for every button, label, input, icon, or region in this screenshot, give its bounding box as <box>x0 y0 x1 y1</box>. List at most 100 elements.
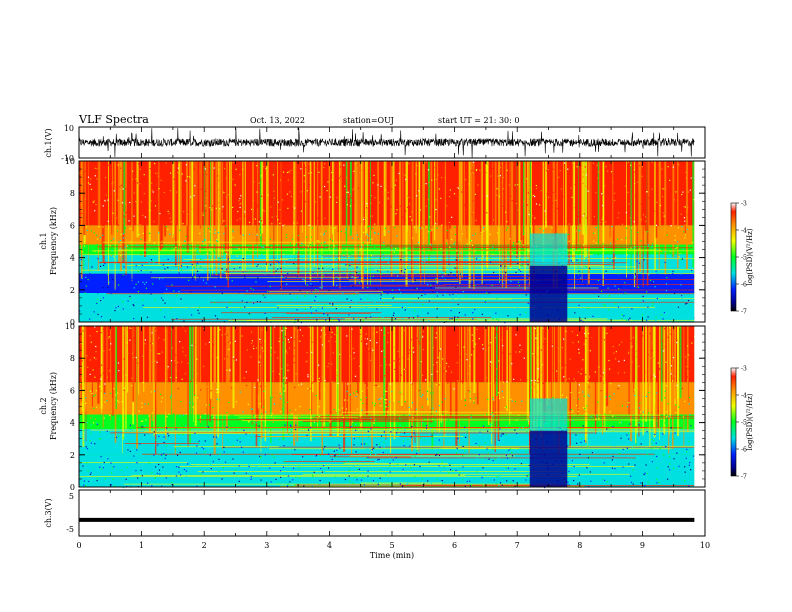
spectrogram-burst <box>564 326 567 424</box>
spectrogram-speckle <box>295 243 298 245</box>
spectrogram-speckle <box>369 454 372 456</box>
spectrogram-speckle <box>675 404 677 406</box>
spectrogram-burst <box>175 161 177 267</box>
spectrogram-speckle <box>646 453 648 455</box>
spectrogram-speckle <box>518 472 520 474</box>
spectrogram-speckle <box>92 369 94 371</box>
spectrogram-speckle <box>180 478 182 480</box>
spectrogram-speckle <box>259 364 261 367</box>
spectrogram-speckle <box>432 417 434 420</box>
spectrogram-speckle <box>408 406 410 409</box>
spectrogram-speckle <box>86 355 88 357</box>
spectrogram-speckle <box>360 399 362 401</box>
spectrogram-speckle <box>419 343 421 345</box>
spectrogram-line <box>193 266 636 268</box>
spectrogram-burst <box>679 326 682 399</box>
spectrogram-speckle <box>211 205 214 207</box>
spectrogram-speckle <box>235 401 237 403</box>
spectrogram-speckle <box>88 284 91 286</box>
spectrogram-speckle <box>205 205 207 207</box>
spectrogram-speckle <box>401 357 403 359</box>
spectrogram-speckle <box>310 306 312 308</box>
spectrogram-speckle <box>371 452 373 454</box>
spectrogram-speckle <box>669 250 672 252</box>
spectrogram-burst <box>294 161 297 227</box>
spectrogram-speckle <box>432 407 434 409</box>
spectrogram-burst <box>256 326 259 421</box>
spectrogram-burst <box>266 161 268 273</box>
spectrogram-speckle <box>502 345 504 347</box>
spectrogram-speckle <box>621 341 623 343</box>
spectrogram-speckle <box>361 390 363 392</box>
spectrogram-speckle <box>287 272 289 275</box>
spectrogram-speckle <box>558 347 560 350</box>
spectrogram-speckle <box>268 473 270 475</box>
spectrogram-speckle <box>299 477 301 479</box>
spectrogram-speckle <box>348 470 351 472</box>
spectrogram-speckle <box>389 471 391 473</box>
spectrogram-speckle <box>686 448 688 451</box>
spectrogram-speckle <box>280 368 283 370</box>
spectrogram-speckle <box>82 264 84 266</box>
spectrogram-speckle <box>161 351 163 353</box>
spectrogram-speckle <box>470 414 472 416</box>
spectrogram-speckle <box>654 313 656 315</box>
spectrogram-speckle <box>225 196 227 199</box>
spectrogram-speckle <box>579 230 581 232</box>
ch2-colorbar-rect <box>730 367 737 477</box>
spectrogram-speckle <box>276 260 278 262</box>
spectrogram-speckle <box>642 335 644 337</box>
spectrogram-burst <box>309 161 312 281</box>
spectrogram-burst <box>251 326 253 425</box>
spectrogram-speckle <box>141 264 143 266</box>
spectrogram-burst <box>301 161 303 233</box>
spectrogram-speckle <box>482 467 484 469</box>
spectrogram-line <box>312 417 695 419</box>
spectrogram-line <box>284 279 695 280</box>
spectrogram-speckle <box>159 473 161 475</box>
spectrogram-speckle <box>294 428 297 431</box>
spectrogram-speckle <box>252 345 255 347</box>
spectrogram-speckle <box>86 422 88 424</box>
spectrogram-speckle <box>364 448 367 450</box>
spectrogram-line <box>123 483 557 485</box>
spectrogram-speckle <box>233 472 235 474</box>
x-tick-label: 8 <box>577 541 582 550</box>
spectrogram-speckle <box>93 163 95 165</box>
spectrogram-speckle <box>399 363 401 365</box>
spectrogram-speckle <box>239 198 241 200</box>
spectrogram-burst <box>473 161 475 290</box>
spectrogram-speckle <box>508 254 511 256</box>
spectrogram-speckle <box>241 335 244 337</box>
spectrogram-speckle <box>278 373 281 375</box>
spectrogram-speckle <box>143 174 145 176</box>
spectrogram-speckle <box>396 209 398 211</box>
ch2-colorbar-ticks: -7-6-5-4-3 <box>736 366 747 481</box>
spectrogram-speckle <box>583 213 585 215</box>
spectrogram-burst <box>132 161 134 232</box>
spectrogram-speckle <box>686 451 688 453</box>
spectrogram-speckle <box>83 480 85 482</box>
spectrogram-speckle <box>359 248 361 250</box>
spectrogram-speckle <box>161 397 163 399</box>
spectrogram-line <box>143 307 655 309</box>
spectrogram-speckle <box>308 172 310 174</box>
spectrogram-speckle <box>417 315 419 317</box>
spectrogram-burst <box>444 161 447 276</box>
spectrogram-speckle <box>259 434 261 436</box>
spectrogram-speckle <box>676 245 678 247</box>
spectrogram-speckle <box>617 217 619 219</box>
spectrogram-speckle <box>353 201 355 203</box>
spectrogram-speckle <box>399 205 401 208</box>
spectrogram-line <box>367 457 636 459</box>
spectrogram-speckle <box>474 308 476 311</box>
spectrogram-speckle <box>684 466 686 468</box>
spectrogram-speckle <box>473 170 475 172</box>
spectrogram-speckle <box>617 306 620 308</box>
spectrogram-burst <box>628 326 630 415</box>
spectrogram-burst <box>225 326 228 433</box>
spectrogram-speckle <box>167 365 169 368</box>
spectrogram-speckle <box>448 263 450 265</box>
spectrogram-speckle <box>360 340 363 342</box>
spectrogram-speckle <box>192 277 194 279</box>
